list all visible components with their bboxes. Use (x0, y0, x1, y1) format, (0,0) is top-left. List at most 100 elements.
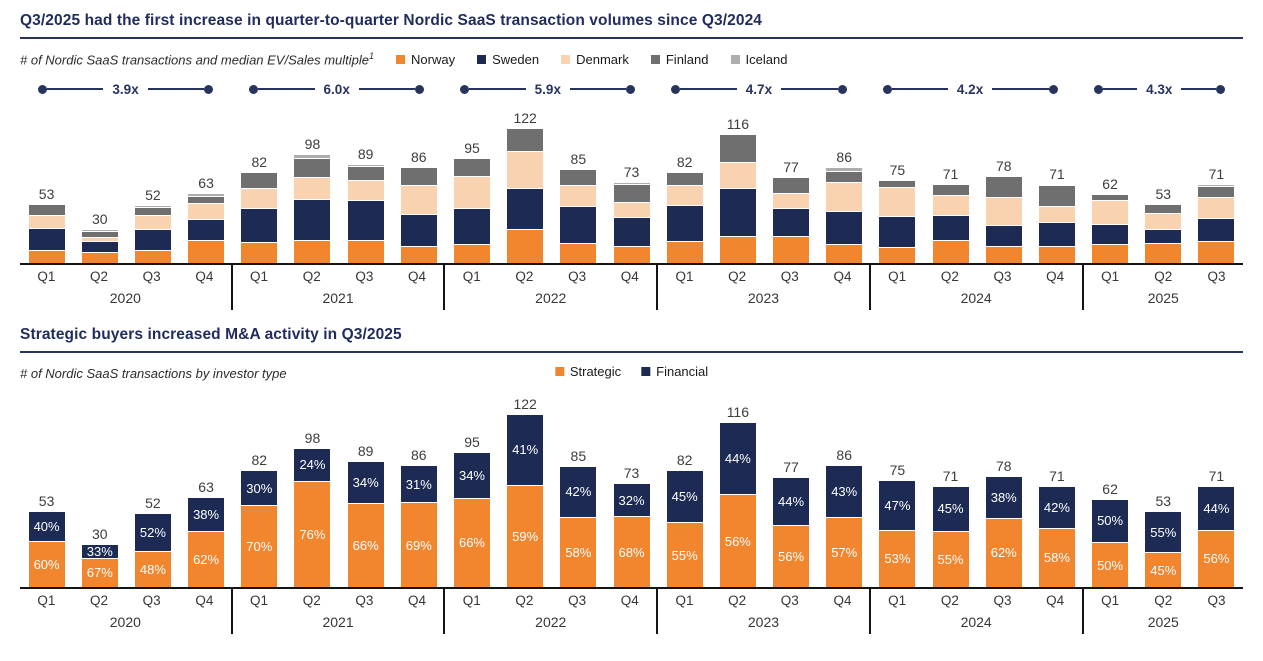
bar-slot-2022-q2: 122 (499, 105, 552, 263)
quarter-labels-row: Q1 Q2 Q3 Q4 (20, 589, 231, 612)
segment-norway (28, 250, 65, 263)
segment-strategic: 56% (773, 526, 810, 587)
segment-strategic: 62% (188, 531, 225, 587)
segment-sweden (879, 216, 916, 248)
x-axis-quarter-label: Q1 (37, 269, 56, 284)
segment-percent-label: 44% (778, 494, 805, 510)
bar-2023-q3: 56% 44% (773, 478, 810, 587)
x-axis-year-label: 2021 (322, 290, 354, 306)
bar-total-label: 116 (726, 116, 750, 133)
dumbbell-endpoint-dot-icon (1093, 84, 1103, 94)
dumbbell-line (1181, 88, 1216, 90)
bar-2023-q3 (773, 178, 810, 263)
bar-total-label: 75 (889, 161, 906, 178)
bar-slot-2023-q1: 55% 45% 82 (658, 391, 711, 587)
dumbbell-endpoint-dot-icon (882, 84, 892, 94)
x-axis-year-label: 2022 (535, 290, 567, 306)
segment-percent-label: 58% (1043, 550, 1070, 566)
segment-finland (1145, 204, 1182, 214)
median-multiple-label: 5.9x (534, 81, 561, 97)
legend-label: Strategic (569, 364, 622, 379)
x-axis-quarter-label: Q2 (302, 269, 321, 284)
bar-total-label: 71 (1208, 467, 1225, 484)
x-axis-2020: Q1 Q2 Q3 Q4 2020 (20, 587, 233, 634)
plot-area-2021: 70% 30% 82 76% 24% 98 66% 34% 89 69% 31% 86 (233, 391, 446, 587)
segment-iceland (613, 182, 650, 185)
segment-sweden (134, 230, 171, 251)
quarter-labels-row: Q1 Q2 Q3 (1084, 589, 1244, 612)
bar-total-label: 52 (145, 186, 161, 203)
dumbbell-endpoint-dot-icon (249, 84, 259, 94)
segment-percent-label: 24% (299, 457, 326, 473)
segment-percent-label: 69% (405, 537, 432, 553)
bar-2022-q1 (453, 158, 490, 263)
year-group-2021: 70% 30% 82 76% 24% 98 66% 34% 89 69% 31% 86 Q1 Q2 Q3 Q4… (232, 391, 446, 634)
segment-percent-label: 66% (458, 535, 485, 551)
quarter-labels-row: Q1 Q2 Q3 Q4 (871, 589, 1082, 612)
bar-slot-2024-q1: 53% 47% 75 (871, 391, 924, 587)
bar-2020-q2: 67% 33% (81, 545, 118, 587)
x-axis-quarter-label: Q2 (1154, 269, 1173, 284)
bar-slot-2023-q4: 86 (818, 105, 871, 263)
segment-financial: 32% (613, 484, 650, 518)
segment-percent-label: 56% (724, 533, 751, 549)
bar-2022-q2: 59% 41% (507, 415, 544, 587)
transactions-by-country-chart: 53 30 52 63 Q1 Q2 Q3 Q4 2020 82 98 89 86 Q1 Q2 Q3 Q4 2021… (20, 105, 1244, 310)
segment-norway (507, 230, 544, 263)
bar-slot-2022-q4: 68% 32% 73 (605, 391, 658, 587)
bar-total-label: 89 (357, 146, 374, 163)
year-group-2024: 53% 47% 75 55% 45% 71 62% 38% 78 58% 42% 71 Q1 Q2 Q3 Q4… (870, 391, 1084, 634)
bar-total-label: 77 (783, 459, 799, 476)
x-axis-2025: Q1 Q2 Q3 2025 (1083, 587, 1244, 634)
segment-norway (81, 253, 118, 263)
bar-total-label: 53 (1155, 493, 1172, 510)
segment-iceland (347, 165, 384, 168)
legend-label: Sweden (492, 51, 540, 67)
x-axis-quarter-label: Q4 (833, 593, 852, 608)
segment-sweden (400, 214, 437, 247)
segment-finland (1198, 187, 1235, 199)
bottom-chart-title: Strategic buyers increased M&A activity … (20, 326, 402, 343)
bar-slot-2020-q2: 67% 33% 30 (73, 391, 126, 587)
bar-slot-2020-q1: 60% 40% 53 (20, 391, 73, 587)
segment-finland (453, 158, 490, 178)
bar-total-label: 30 (91, 525, 108, 542)
x-axis-quarter-label: Q4 (620, 269, 639, 284)
dumbbell-line (47, 88, 104, 90)
bar-slot-2024-q3: 78 (977, 105, 1030, 263)
bar-2023-q4 (826, 168, 863, 263)
bar-2020-q3: 48% 52% (134, 513, 171, 587)
x-axis-quarter-label: Q1 (675, 593, 694, 608)
legend-item-denmark: Denmark (561, 52, 629, 67)
segment-financial: 44% (773, 478, 810, 527)
x-axis-quarter-label: Q4 (1046, 269, 1065, 284)
top-chart-subtitle-text: # of Nordic SaaS transactions and median… (20, 52, 370, 68)
segment-percent-label: 56% (778, 549, 805, 565)
plot-area-2022: 95 122 85 73 (445, 105, 658, 263)
dumbbell-endpoint-dot-icon (415, 84, 425, 94)
bar-2023-q2: 56% 44% (719, 423, 756, 587)
x-axis-2023: Q1 Q2 Q3 Q4 2023 (658, 587, 871, 634)
x-axis-year-label: 2024 (960, 290, 992, 306)
investor-type-legend: Strategic Financial (554, 364, 708, 379)
bar-slot-2022-q3: 58% 42% 85 (552, 391, 605, 587)
bar-2020-q1: 60% 40% (28, 512, 65, 587)
segment-strategic: 55% (666, 523, 703, 587)
segment-denmark (241, 189, 278, 210)
year-group-2020: 60% 40% 53 67% 33% 30 48% 52% 52 62% 38% 63 Q1 Q2 Q3 Q4… (20, 391, 233, 634)
top-chart-title: Q3/2025 had the first increase in quarte… (20, 12, 763, 29)
bar-2022-q4 (613, 182, 650, 263)
bar-slot-2023-q3: 77 (764, 105, 817, 263)
segment-financial: 42% (1038, 486, 1075, 529)
top-chart-section: Q3/2025 had the first increase in quarte… (20, 12, 1244, 310)
segment-sweden (1092, 224, 1129, 246)
segment-percent-label: 62% (193, 551, 220, 567)
segment-denmark (1145, 213, 1182, 231)
x-axis-quarter-label: Q3 (142, 269, 161, 284)
segment-finland (188, 197, 225, 204)
bar-slot-2022-q1: 66% 34% 95 (445, 391, 498, 587)
x-axis-quarter-label: Q4 (408, 269, 427, 284)
segment-financial: 24% (294, 448, 331, 482)
bar-2023-q2 (719, 135, 756, 263)
bar-slot-2025-q1: 50% 50% 62 (1084, 391, 1137, 587)
